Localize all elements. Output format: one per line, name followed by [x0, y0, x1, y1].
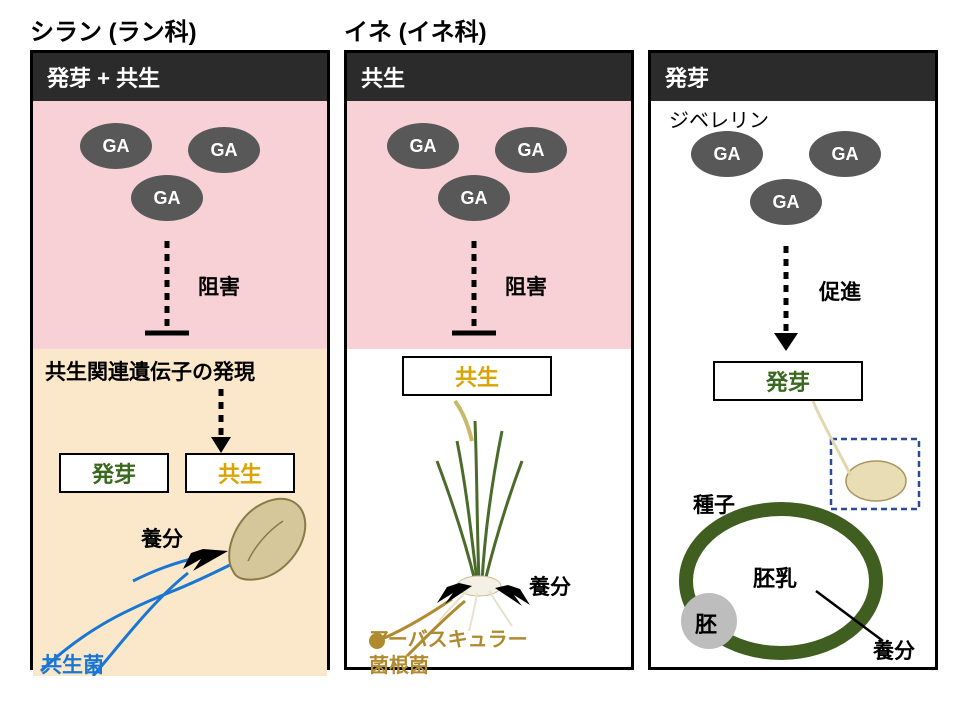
panel-rice-sym: 共生 GA GA GA	[344, 50, 634, 670]
panel-orchid-body: GA GA GA 阻害 共生関連遺伝子の発現	[33, 101, 327, 679]
panel-rice-sym-body: GA GA GA	[347, 101, 631, 679]
rice-germ-outcome: 発芽	[713, 361, 863, 401]
orchid-inhibit-label: 阻害	[198, 271, 240, 301]
orchid-svg	[33, 101, 327, 676]
panel-orchid: 発芽 + 共生 GA GA GA	[30, 50, 330, 670]
endosperm-label: 胚乳	[753, 561, 797, 593]
orchid-gene-expr-label: 共生関連遺伝子の発現	[45, 356, 255, 386]
orchid-outcome-germ: 発芽	[59, 453, 169, 493]
panel-rice-germ: 発芽 ジベレリン GA GA GA 促進 発芽	[648, 50, 938, 670]
rice-germ-nutrient-label: 養分	[873, 635, 915, 665]
title-rice: イネ (イネ科)	[344, 12, 487, 47]
rice-germ-promote-head	[774, 333, 798, 351]
panels-container: 発芽 + 共生 GA GA GA	[30, 50, 938, 670]
orchid-gene-arrow-head	[211, 437, 231, 453]
panel-rice-germ-body: ジベレリン GA GA GA 促進 発芽 種子 胚	[651, 101, 935, 679]
rice-sym-nutrient-arrow-2	[495, 585, 530, 606]
title-orchid: シラン (ラン科)	[30, 12, 197, 47]
rice-sym-nutrient-label: 養分	[529, 571, 571, 601]
orchid-fungus-label: 共生菌	[41, 649, 104, 679]
grain-body	[846, 461, 906, 501]
rice-sym-outcome: 共生	[402, 356, 552, 396]
am-fungus-label-2: 菌根菌	[369, 649, 429, 678]
orchid-outcome-sym: 共生	[185, 453, 295, 493]
title-row: シラン (ラン科) イネ (イネ科)	[0, 12, 978, 52]
orchid-nutrient-label: 養分	[141, 523, 183, 553]
panel-rice-sym-header: 共生	[347, 53, 631, 101]
seed-label: 種子	[693, 489, 735, 519]
orchid-protocorm	[229, 499, 305, 580]
embryo-label: 胚	[695, 607, 717, 639]
panel-orchid-header: 発芽 + 共生	[33, 53, 327, 101]
am-fungus-label-1: アーバスキュラー	[369, 623, 528, 652]
panel-rice-germ-header: 発芽	[651, 53, 935, 101]
rice-germ-promote-label: 促進	[819, 276, 861, 306]
rice-sym-inhibit-label: 阻害	[505, 271, 547, 301]
orchid-hypha-2	[93, 573, 188, 676]
